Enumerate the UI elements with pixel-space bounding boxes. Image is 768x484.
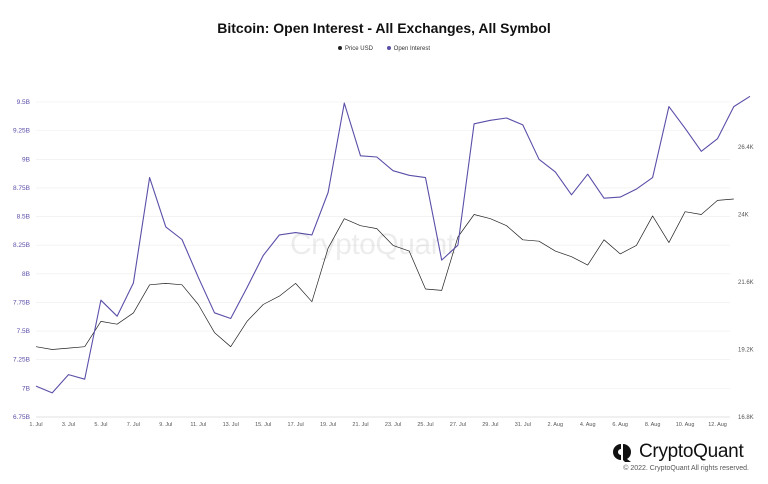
chart-title: Bitcoin: Open Interest - All Exchanges, … [217,20,551,36]
y-left-tick-label: 8B [22,271,30,278]
x-tick-label: 4. Aug [580,422,596,428]
legend: Price USD Open Interest [0,46,768,52]
x-tick-label: 23. Jul [385,422,401,428]
cryptoquant-logo-icon [613,444,632,462]
x-tick-label: 5. Jul [94,422,107,428]
series-line-price [35,198,734,350]
x-tick-label: 15. Jul [255,422,271,428]
x-tick-label: 25. Jul [417,422,433,428]
y-right-tick-label: 16.8K [738,415,754,421]
y-left-tick-label: 8.5B [17,214,30,221]
x-tick-label: 19. Jul [320,422,336,428]
series-lines [35,95,751,394]
x-tick-label: 11. Jul [190,422,206,428]
x-tick-label: 8. Aug [645,422,661,428]
x-tick-label: 12. Aug [708,422,727,428]
x-tick-label: 1. Jul [29,422,42,428]
y-right-tick-label: 19.2K [738,348,754,354]
x-tick-label: 3. Jul [62,422,75,428]
y-right-tick-label: 21.6K [738,280,754,286]
x-tick-label: 6. Aug [612,422,628,428]
legend-dot-price [337,46,342,51]
x-tick-label: 2. Aug [547,422,563,428]
x-tick-label: 7. Jul [127,422,140,428]
y-left-tick-label: 8.75B [13,185,30,192]
y-left-tick-label: 9B [22,156,30,163]
brand-logo: CryptoQuant [611,441,744,463]
x-tick-label: 27. Jul [450,422,466,428]
x-tick-label: 17. Jul [288,422,304,428]
y-left-tick-label: 9.5B [17,99,30,106]
x-tick-label: 13. Jul [223,422,239,428]
y-left-tick-label: 8.25B [13,242,30,249]
copyright-text: © 2022. CryptoQuant All rights reserved. [623,465,749,472]
y-right-tick-label: 26.4K [738,145,754,151]
x-tick-label: 10. Aug [676,422,695,428]
x-tick-label: 9. Jul [159,422,172,428]
brand-name: CryptoQuant [639,441,744,462]
legend-label-price: Price USD [344,46,373,52]
y-left-tick-label: 7.5B [17,328,30,335]
x-tick-label: 21. Jul [352,422,368,428]
y-left-tick-label: 6.75B [13,414,30,421]
y-left-tick-label: 9.25B [13,128,30,135]
legend-dot-open-interest [386,46,391,51]
y-left-tick-label: 7B [22,385,30,392]
watermark: CryptoQuant [290,228,455,261]
legend-item-open-interest[interactable]: Open Interest [386,46,431,52]
legend-label-open-interest: Open Interest [393,46,431,52]
y-left-tick-label: 7.25B [13,357,30,364]
axis-ticks: 6.75B 7B 7.25B 7.5B 7.75B 8B 8.25B 8.5B 8.75B 9B 9… [13,99,754,428]
y-left-tick-label: 7.75B [13,299,30,306]
x-tick-label: 31. Jul [515,422,531,428]
legend-item-price[interactable]: Price USD [337,46,373,52]
series-line-open-interest [35,95,751,394]
grid-lines [36,101,730,418]
y-right-tick-label: 24K [738,213,749,219]
x-tick-label: 29. Jul [482,422,498,428]
